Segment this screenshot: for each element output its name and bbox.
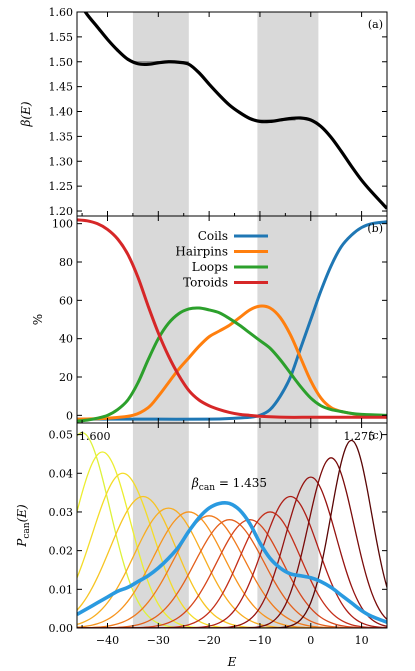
y-tick-label: 0.00	[49, 622, 74, 635]
ylabel-arg: (E)	[15, 504, 29, 522]
y-tick-label: 100	[52, 218, 73, 231]
legend-label-coils: Coils	[198, 229, 228, 243]
y-tick-label: 1.25	[49, 180, 74, 193]
y-tick-label: 1.35	[49, 130, 74, 143]
y-tick-label: 0	[66, 409, 73, 422]
shaded-region-2	[257, 12, 319, 216]
pcan-curve-beta-1.600	[77, 432, 387, 628]
y-tick-label: 1.20	[49, 205, 74, 218]
x-tick-label: −30	[147, 634, 170, 647]
panel-c: 0.00 0.01 0.02 0.03 0.04 0.05 −40 −30 −20 −10 0 10 (…	[15, 422, 388, 669]
x-axis-label: E	[227, 655, 237, 669]
y-tick-label: 60	[59, 294, 73, 307]
series-loops	[77, 306, 387, 423]
plot-border	[76, 11, 388, 217]
series-toroids	[77, 218, 387, 419]
pcan-curve-beta-1.475	[77, 511, 387, 628]
pcan-curve-beta-1.375	[77, 511, 387, 628]
x-tick-label: 10	[355, 634, 369, 647]
beta-curve	[83, 12, 387, 210]
panel-label-b: (b)	[367, 222, 383, 235]
panel-label-c: (c)	[368, 429, 383, 442]
y-tick-label: 1.50	[49, 56, 74, 69]
y-tick-label: 0.02	[49, 545, 74, 558]
y-tick-label: 80	[59, 256, 73, 269]
y-tick-label: 1.55	[49, 31, 74, 44]
ylabel-text: β(E)	[19, 101, 33, 127]
pcan-curve-beta-1.350	[77, 495, 387, 628]
y-tick-label: 20	[59, 371, 73, 384]
panel-a: 1.20 1.25 1.30 1.35 1.40 1.45 1.50 1.55 1.60 (a) β…	[19, 6, 388, 218]
y-tick-label: 0.04	[49, 467, 74, 480]
y-tick-label: 0.05	[49, 429, 74, 442]
x-tick-label: −20	[198, 634, 221, 647]
y-tick-label: 0.03	[49, 506, 74, 519]
y-tick-label: 1.30	[49, 155, 74, 168]
shaded-region-1	[132, 216, 189, 423]
y-tick-label: 1.60	[49, 6, 74, 19]
shaded-region-1	[132, 423, 189, 628]
panel-label-a: (a)	[368, 18, 383, 31]
annotation-beta-center: βcan = 1.435	[191, 476, 267, 493]
y-tick-label: 0.01	[49, 583, 74, 596]
beta-symbol: β	[191, 476, 199, 490]
pcan-curve-beta-1.500	[77, 507, 387, 628]
y-axis-label-a: β(E)	[19, 101, 33, 127]
y-tick-label: 40	[59, 333, 73, 346]
ylabel-sub: can	[22, 522, 32, 538]
x-tick-label: 0	[307, 634, 314, 647]
legend-label-loops: Loops	[192, 260, 228, 274]
annotation-beta-right: 1.275	[344, 430, 376, 443]
ylabel-p: P	[15, 538, 29, 548]
x-tick-label: −10	[248, 634, 271, 647]
pcan-curve-beta-1.325	[77, 476, 387, 628]
y-tick-label: 1.40	[49, 106, 74, 119]
plot-border	[76, 422, 388, 629]
annotation-beta-left: 1.600	[79, 430, 111, 443]
legend-label-hairpins: Hairpins	[175, 245, 228, 259]
x-tick-label: −40	[96, 634, 119, 647]
beta-subscript: can	[199, 483, 215, 493]
pcan-curve-highlight	[77, 500, 387, 624]
legend-label-toroids: Toroids	[183, 276, 228, 290]
beta-value: = 1.435	[215, 476, 267, 490]
y-axis-label-c: Pcan(E)	[15, 504, 32, 548]
y-axis-label-b: %	[31, 314, 45, 325]
pcan-curve-beta-1.425	[77, 519, 387, 628]
y-tick-label: 1.45	[49, 81, 74, 94]
pcan-curve-beta-1.525	[77, 495, 387, 628]
pcan-curve-beta-1.275	[77, 439, 387, 628]
series-hairpins	[77, 304, 387, 421]
shaded-region-1	[132, 12, 189, 216]
